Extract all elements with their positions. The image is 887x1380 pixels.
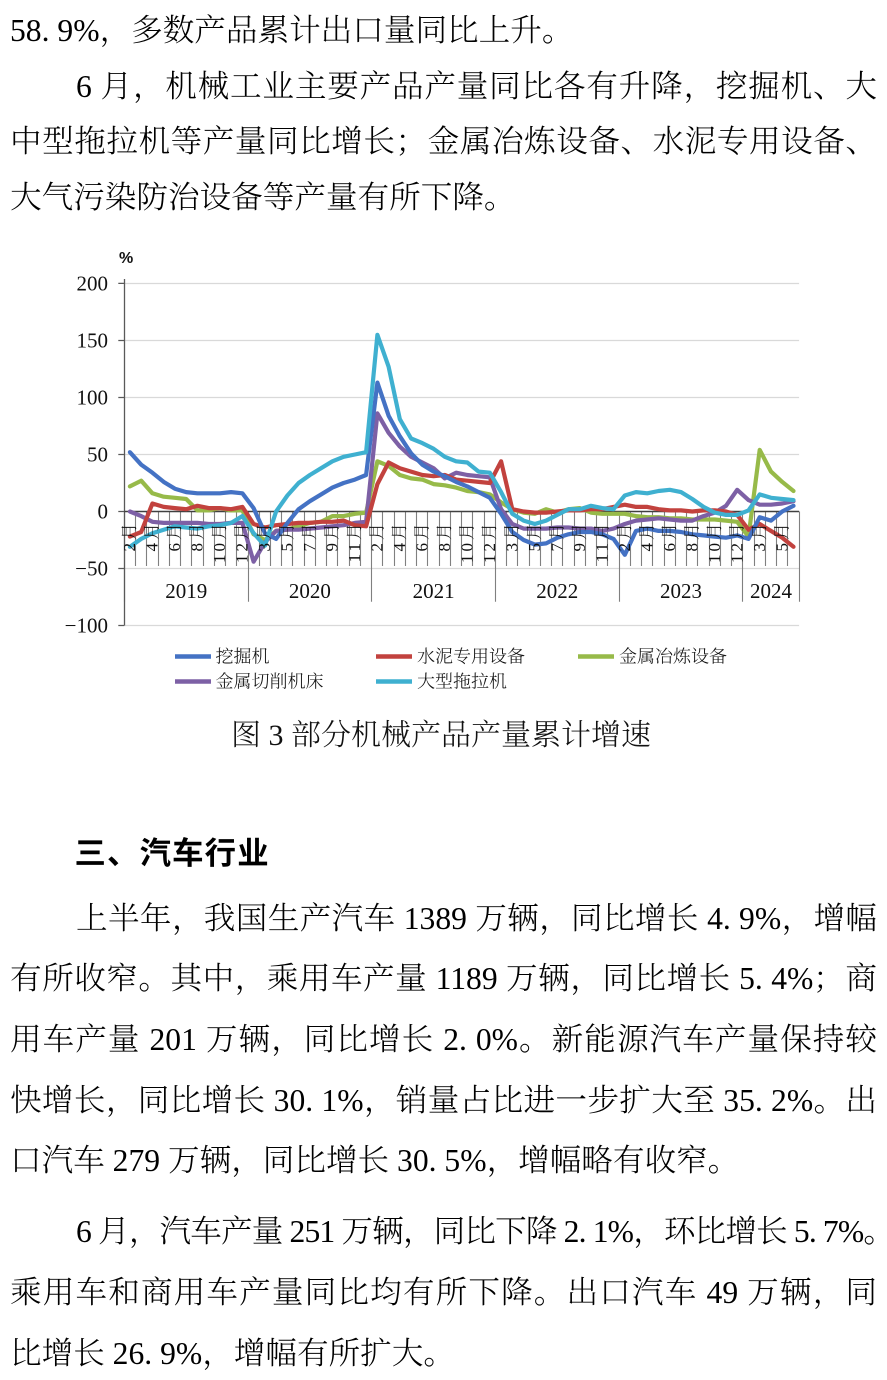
svg-text:−100: −100 [65,614,108,638]
svg-text:%: % [119,250,133,267]
svg-text:2月: 2月 [610,520,635,552]
svg-text:3月: 3月 [250,520,275,552]
svg-text:7月: 7月 [543,520,568,552]
svg-text:2023: 2023 [660,579,702,603]
svg-text:12月: 12月 [722,520,747,563]
svg-text:2024: 2024 [750,579,793,603]
svg-text:4月: 4月 [385,520,410,552]
svg-text:3月: 3月 [498,520,523,552]
svg-text:200: 200 [77,272,109,296]
svg-text:10月: 10月 [453,520,478,563]
svg-text:12月: 12月 [228,520,253,563]
svg-text:2月: 2月 [115,520,140,552]
svg-text:−50: −50 [75,557,108,581]
svg-text:12月: 12月 [475,520,500,563]
svg-text:11月: 11月 [588,520,613,562]
svg-text:3月: 3月 [745,520,770,552]
svg-text:2月: 2月 [363,520,388,552]
svg-text:150: 150 [77,329,109,353]
svg-text:2022: 2022 [536,579,578,603]
svg-text:大型拖拉机: 大型拖拉机 [417,668,507,694]
svg-text:2019: 2019 [165,579,207,603]
svg-text:8月: 8月 [678,520,703,552]
svg-text:水泥专用设备: 水泥专用设备 [417,643,525,669]
svg-text:5月: 5月 [520,520,545,552]
svg-text:6月: 6月 [160,520,185,552]
svg-text:5月: 5月 [273,520,298,552]
svg-text:金属冶炼设备: 金属冶炼设备 [619,643,727,669]
svg-text:10月: 10月 [205,520,230,563]
svg-text:5月: 5月 [767,520,792,552]
svg-text:50: 50 [87,443,108,467]
svg-text:10月: 10月 [700,520,725,563]
svg-text:8月: 8月 [183,520,208,552]
svg-text:9月: 9月 [318,520,343,552]
svg-text:8月: 8月 [430,520,455,552]
svg-text:4月: 4月 [633,520,658,552]
svg-text:挖掘机: 挖掘机 [216,643,270,669]
svg-text:2021: 2021 [413,579,455,603]
svg-text:4月: 4月 [138,520,163,552]
svg-text:7月: 7月 [295,520,320,552]
svg-text:0: 0 [98,500,109,524]
svg-text:6月: 6月 [655,520,680,552]
svg-text:11月: 11月 [340,520,365,562]
svg-text:100: 100 [77,386,109,410]
svg-text:2020: 2020 [289,579,331,603]
svg-text:金属切削机床: 金属切削机床 [216,668,324,694]
svg-text:6月: 6月 [408,520,433,552]
svg-text:9月: 9月 [565,520,590,552]
